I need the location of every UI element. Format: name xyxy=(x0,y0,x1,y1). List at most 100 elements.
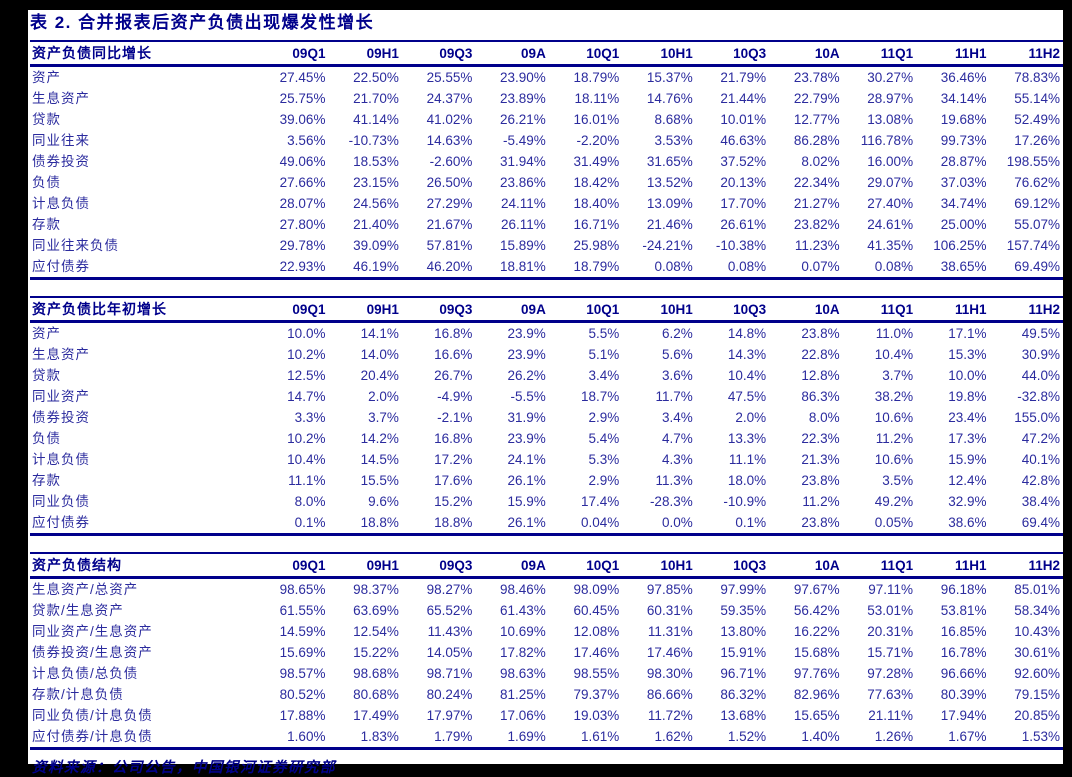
cell-value: 15.69% xyxy=(279,645,326,660)
cell-value: 81.25% xyxy=(500,687,546,702)
cell-value: 30.61% xyxy=(1014,645,1060,660)
cell-value: 14.1% xyxy=(360,326,399,341)
row-label: 负债 xyxy=(32,175,61,190)
cell-value: 44.0% xyxy=(1021,368,1060,383)
column-header: 10Q3 xyxy=(695,40,770,67)
cell-value: 3.4% xyxy=(588,368,620,383)
cell-value: 10.43% xyxy=(1014,624,1060,639)
cell-value: 3.7% xyxy=(368,410,399,425)
cell-value: 8.68% xyxy=(654,112,693,127)
cell-value: 41.35% xyxy=(867,238,914,253)
cell-value: 1.62% xyxy=(654,729,693,744)
cell-value: 47.5% xyxy=(727,389,767,404)
cell-value: 12.4% xyxy=(948,473,987,488)
cell-value: 19.8% xyxy=(948,389,987,404)
cell-value: 69.49% xyxy=(1014,259,1060,274)
document-page: 表 2. 合并报表后资产负债出现爆发性增长 资产负债同比增长 09Q1 09H1 09… xyxy=(28,10,1063,776)
cell-value: 17.82% xyxy=(500,645,546,660)
table-row: 生息资产/总资产 98.65% 98.37% 98.27% 98.46% 98.09% 97… xyxy=(30,578,1063,601)
row-label: 同业往来负债 xyxy=(32,238,119,253)
table-row: 存款 27.80% 21.40% 21.67% 26.11% 16.71% 21.46% 26… xyxy=(30,214,1063,235)
table-row: 应付债券 22.93% 46.19% 46.20% 18.81% 18.79% 0.08% 0… xyxy=(30,256,1063,279)
cell-value: 11.3% xyxy=(655,473,693,488)
cell-value: 80.68% xyxy=(353,687,399,702)
cell-value: 20.85% xyxy=(1014,708,1060,723)
column-header: 10H1 xyxy=(622,296,696,323)
cell-value: 18.11% xyxy=(574,91,620,106)
row-label: 资产 xyxy=(32,70,61,85)
cell-value: 5.6% xyxy=(661,347,693,362)
cell-value: 76.62% xyxy=(1014,175,1060,190)
cell-value: 31.94% xyxy=(500,154,546,169)
cell-value: 4.3% xyxy=(661,452,693,467)
cell-value: 0.08% xyxy=(654,259,693,274)
cell-value: 15.9% xyxy=(507,494,546,509)
table-row: 同业负债/计息负债 17.88% 17.49% 17.97% 17.06% 19.03% 1… xyxy=(30,705,1063,726)
cell-value: 13.68% xyxy=(720,708,767,723)
cell-value: 2.0% xyxy=(368,389,399,404)
column-header: 10Q1 xyxy=(548,40,623,67)
cell-value: 97.99% xyxy=(720,582,767,597)
cell-value: 97.85% xyxy=(646,582,693,597)
cell-value: 16.6% xyxy=(434,347,473,362)
cell-value: 23.9% xyxy=(507,347,546,362)
cell-value: 28.97% xyxy=(867,91,914,106)
cell-value: 24.61% xyxy=(867,217,914,232)
cell-value: 10.4% xyxy=(727,368,767,383)
table-row: 应付债券 0.1% 18.8% 18.8% 26.1% 0.04% 0.0% 0.1% 23.8… xyxy=(30,512,1063,535)
cell-value: 14.63% xyxy=(426,133,473,148)
cell-value: 25.75% xyxy=(279,91,326,106)
cell-value: 15.65% xyxy=(793,708,840,723)
cell-value: 0.08% xyxy=(727,259,767,274)
column-header: 10Q3 xyxy=(695,552,770,579)
cell-value: 10.2% xyxy=(287,347,326,362)
cell-value: 1.60% xyxy=(287,729,326,744)
cell-value: 27.66% xyxy=(279,175,326,190)
cell-value: 21.70% xyxy=(353,91,399,106)
column-header: 09A xyxy=(475,296,549,323)
cell-value: -4.9% xyxy=(437,389,473,404)
table-row: 同业往来 3.56% -10.73% 14.63% -5.49% -2.20% 3.53% 4… xyxy=(30,130,1063,151)
cell-value: 16.85% xyxy=(940,624,987,639)
cell-value: 47.2% xyxy=(1021,431,1060,446)
cell-value: 10.4% xyxy=(287,452,326,467)
cell-value: 11.2% xyxy=(875,431,914,446)
cell-value: 16.71% xyxy=(573,217,620,232)
tables-container: 资产负债同比增长 09Q1 09H1 09Q3 09A 10Q1 10H1 10Q3 10A 11… xyxy=(30,40,1063,750)
column-header: 09Q3 xyxy=(401,296,476,323)
cell-value: 23.78% xyxy=(793,70,840,85)
column-header: 09H1 xyxy=(328,40,402,67)
cell-value: 49.5% xyxy=(1021,326,1060,341)
cell-value: 21.11% xyxy=(868,708,914,723)
row-label: 债券投资/生息资产 xyxy=(32,645,153,660)
cell-value: 37.52% xyxy=(720,154,767,169)
cell-value: 17.06% xyxy=(500,708,546,723)
cell-value: 80.24% xyxy=(426,687,473,702)
table-row: 资产 27.45% 22.50% 25.55% 23.90% 18.79% 15.37% 21… xyxy=(30,66,1063,89)
cell-value: 60.31% xyxy=(646,603,693,618)
cell-value: 26.2% xyxy=(507,368,546,383)
cell-value: 97.67% xyxy=(793,582,840,597)
cell-value: 29.78% xyxy=(279,238,326,253)
column-header: 09H1 xyxy=(328,552,402,579)
cell-value: -10.38% xyxy=(715,238,767,253)
cell-value: 16.8% xyxy=(434,431,473,446)
cell-value: 17.94% xyxy=(940,708,987,723)
cell-value: 11.1% xyxy=(288,473,326,488)
cell-value: 23.8% xyxy=(801,326,840,341)
cell-value: 24.37% xyxy=(426,91,473,106)
cell-value: 31.65% xyxy=(646,154,693,169)
column-header: 11H2 xyxy=(989,40,1063,67)
cell-value: 23.90% xyxy=(500,70,546,85)
cell-value: 8.0% xyxy=(294,494,326,509)
cell-value: 13.80% xyxy=(720,624,767,639)
cell-value: 18.81% xyxy=(500,259,546,274)
cell-value: 0.0% xyxy=(661,515,693,530)
cell-value: 14.05% xyxy=(426,645,473,660)
cell-value: 5.1% xyxy=(588,347,620,362)
row-label: 计息负债 xyxy=(32,196,90,211)
cell-value: 60.45% xyxy=(573,603,620,618)
cell-value: 53.01% xyxy=(867,603,914,618)
cell-value: 25.55% xyxy=(426,70,473,85)
column-header: 09A xyxy=(475,552,549,579)
